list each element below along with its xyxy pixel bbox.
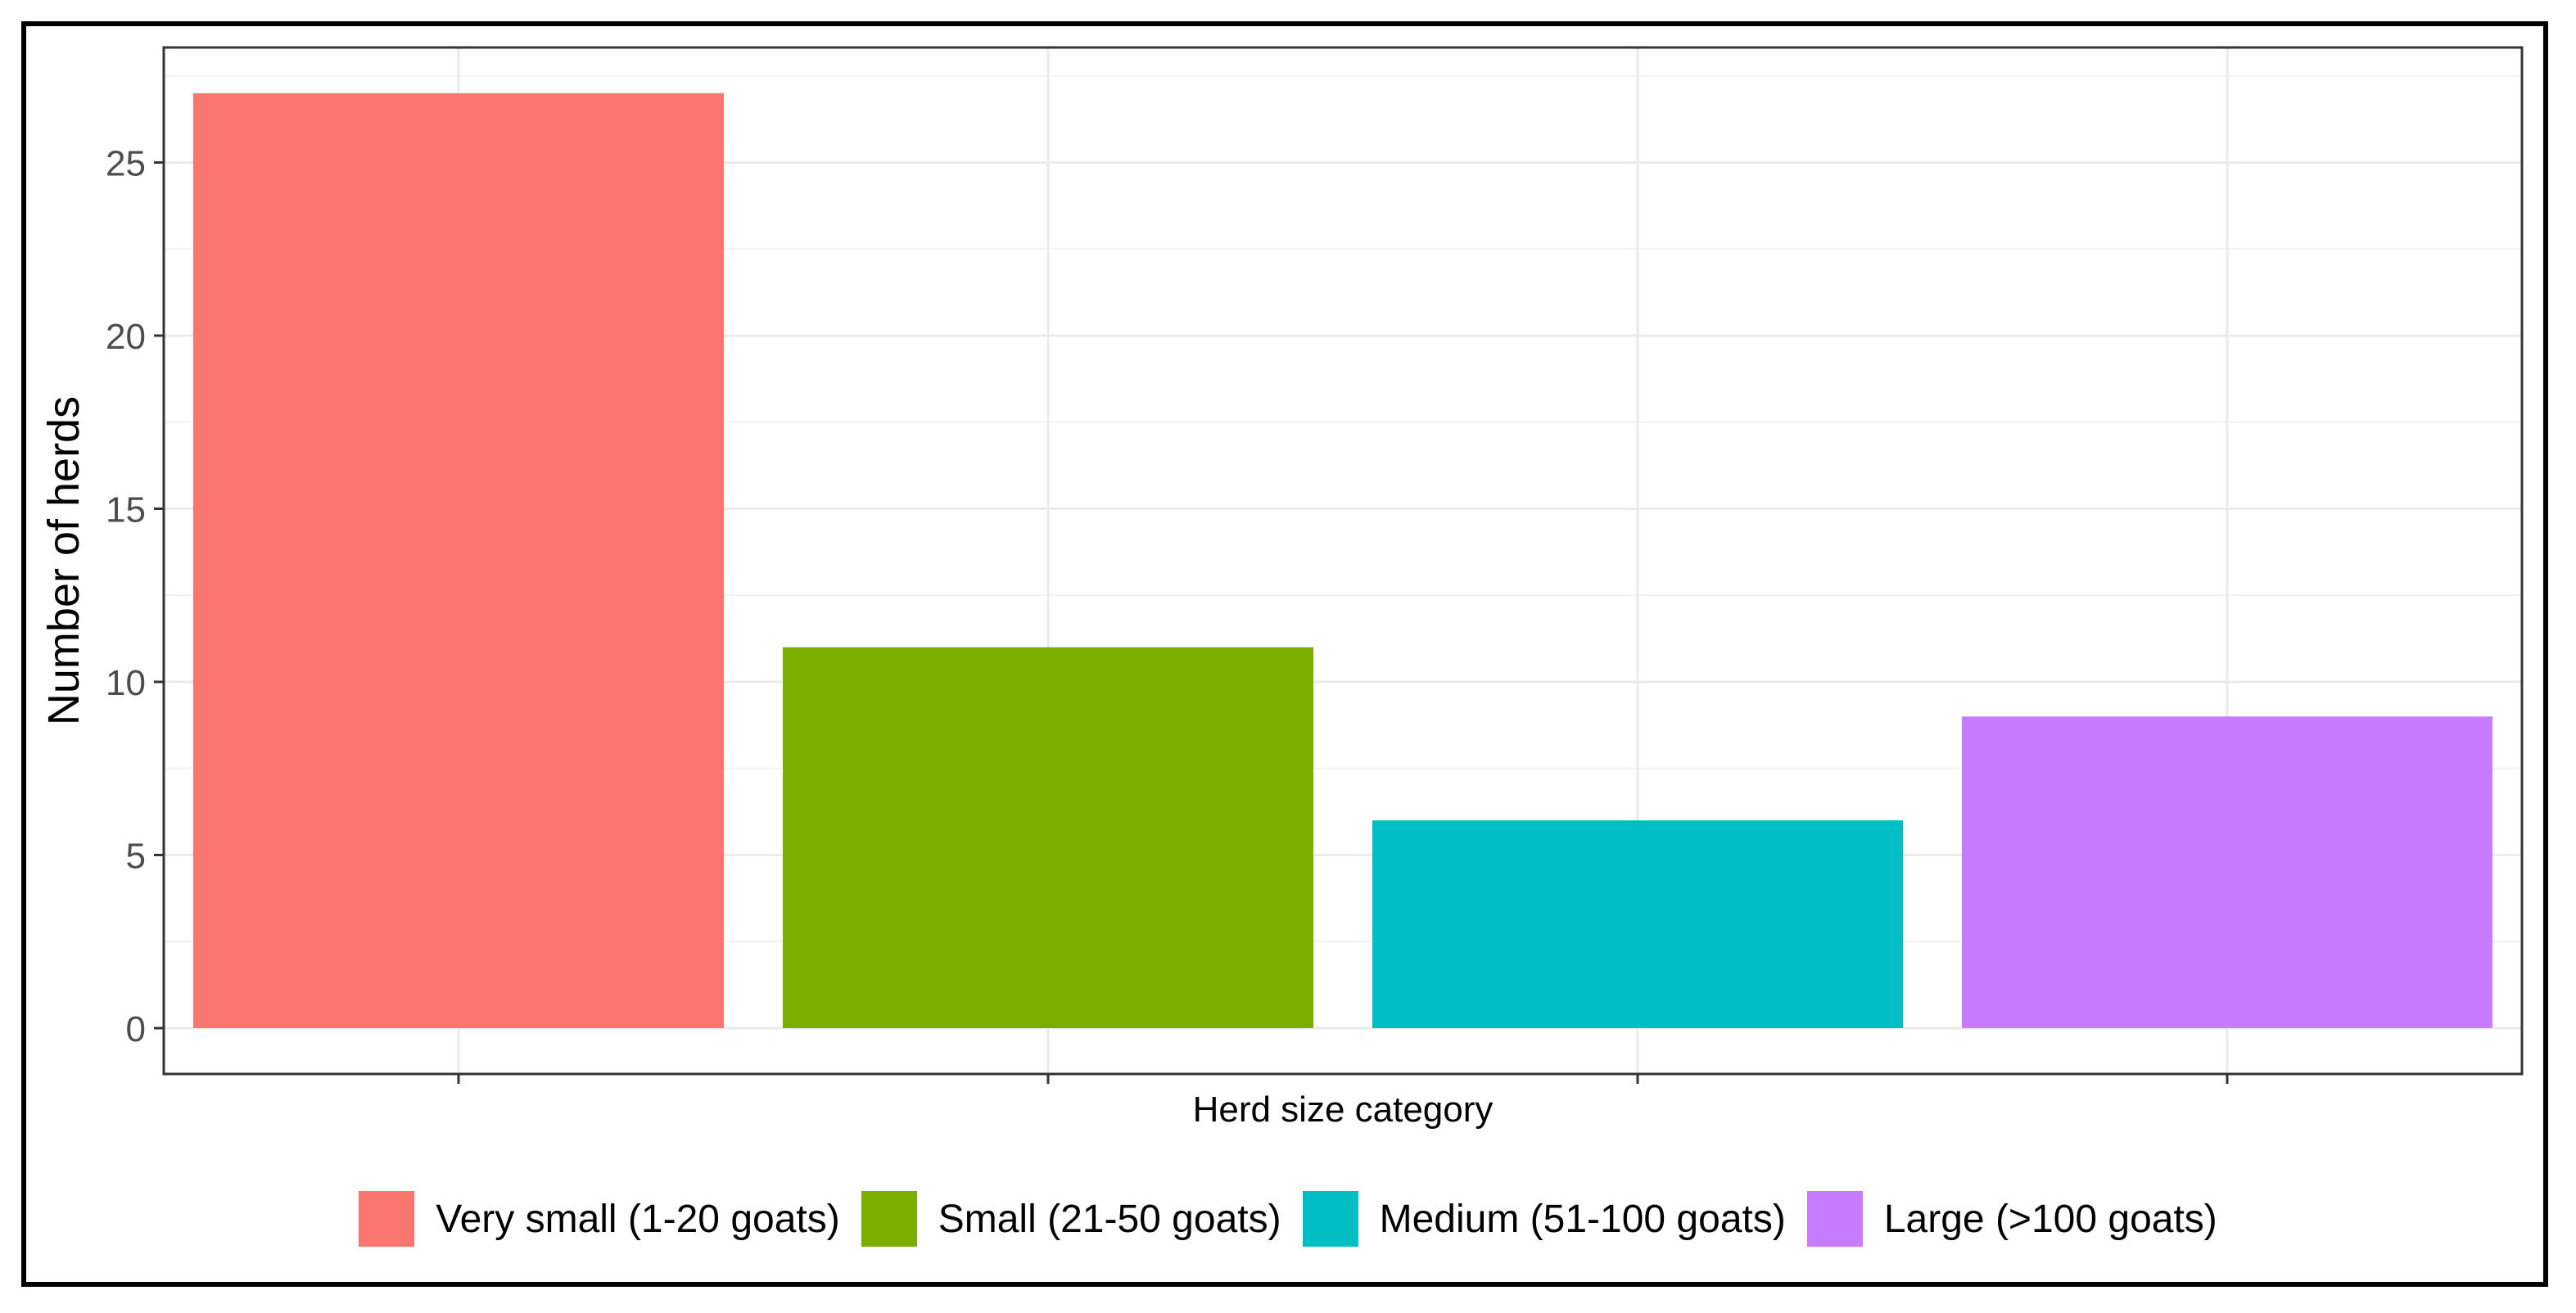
- legend-key-1: [359, 1191, 415, 1247]
- x-axis-label: Herd size category: [1193, 1090, 1494, 1130]
- legend-key-2: [861, 1191, 917, 1247]
- y-axis-label: Number of herds: [39, 396, 88, 725]
- y-tick-label: 0: [126, 1009, 146, 1049]
- figure-frame: [21, 21, 2548, 1287]
- bar-1: [193, 92, 724, 1028]
- legend-item-1: Very small (1-20 goats): [359, 1191, 840, 1247]
- x-axis: [457, 1074, 2229, 1084]
- panel-border: [162, 46, 2524, 1076]
- legend-item-4: Large (>100 goats): [1806, 1191, 2217, 1247]
- y-tick-label: 15: [106, 490, 146, 530]
- y-tick-label: 5: [126, 837, 146, 877]
- legend-label-1: Very small (1-20 goats): [436, 1197, 840, 1241]
- bar-2: [783, 647, 1313, 1028]
- y-tick-label: 25: [106, 144, 146, 184]
- bar-3: [1372, 820, 1903, 1028]
- legend-item-3: Medium (51-100 goats): [1302, 1191, 1786, 1247]
- legend-label-3: Medium (51-100 goats): [1379, 1197, 1786, 1241]
- y-axis: 0 5 10 15 20 25: [106, 144, 164, 1049]
- legend-key-3: [1302, 1191, 1358, 1247]
- legend: Very small (1-20 goats) Small (21-50 goat…: [0, 1182, 2576, 1256]
- y-tick-label: 10: [106, 663, 146, 703]
- legend-key-4: [1806, 1191, 1863, 1247]
- bar-4: [1962, 716, 2492, 1028]
- bars: [193, 92, 2492, 1028]
- legend-item-2: Small (21-50 goats): [861, 1191, 1281, 1247]
- legend-label-2: Small (21-50 goats): [938, 1197, 1281, 1241]
- legend-label-4: Large (>100 goats): [1883, 1197, 2217, 1241]
- y-tick-label: 20: [106, 317, 146, 357]
